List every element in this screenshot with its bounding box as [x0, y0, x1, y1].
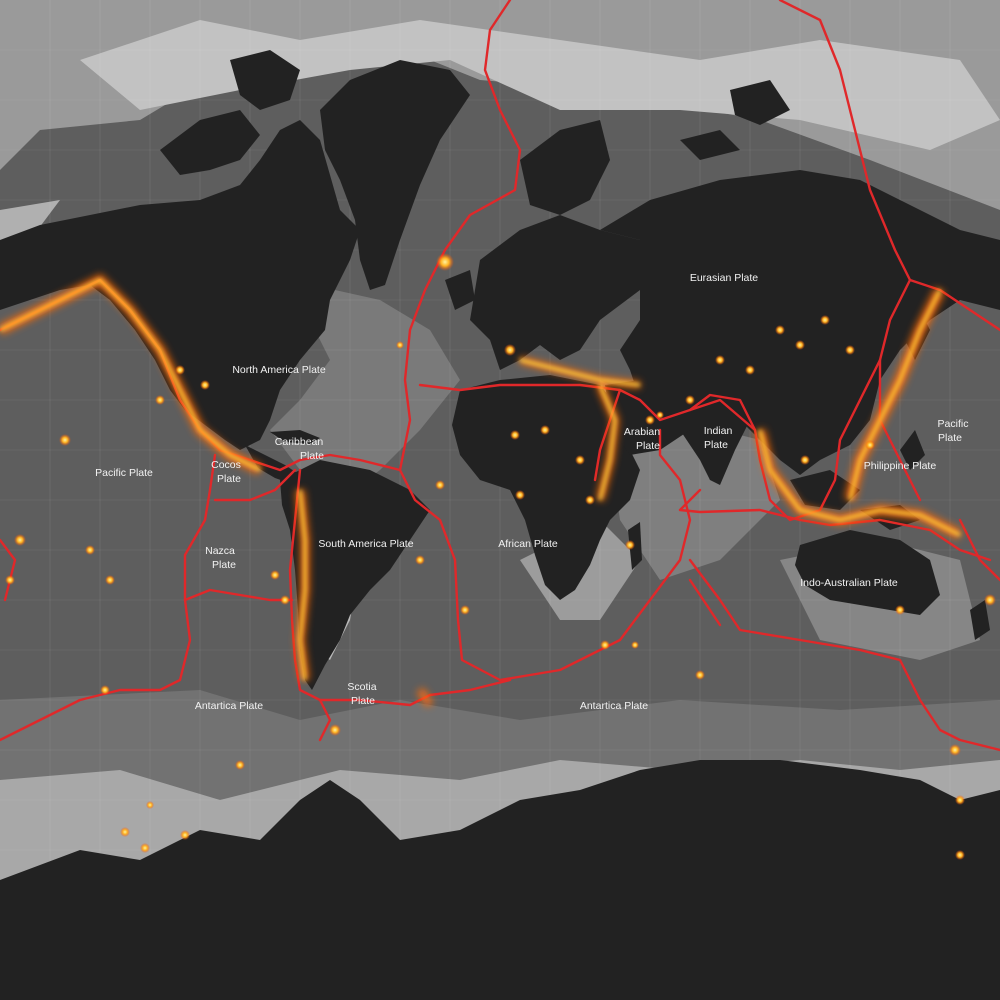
plate-labels: Eurasian Plate North America Plate Pacif… [95, 272, 968, 712]
label-cocos-plate: Cocos Plate [211, 459, 241, 485]
label-nazca-plate: Nazca Plate [205, 545, 236, 571]
antarctica-land [0, 760, 1000, 1000]
australia-land [795, 530, 940, 615]
north-america-land [0, 120, 360, 450]
label-antarctica-plate-east: Antartica Plate [580, 700, 648, 712]
greenland-land [320, 60, 470, 290]
label-antarctica-plate-west: Antartica Plate [195, 700, 263, 712]
label-caribbean-plate: Caribbean Plate [275, 436, 324, 462]
label-north-america-plate: North America Plate [232, 364, 326, 376]
label-indian-plate: Indian Plate [704, 425, 733, 451]
india-land [690, 400, 750, 485]
plate-boundaries [0, 0, 1000, 752]
label-pacific-plate-east: Pacific Plate [938, 418, 969, 444]
label-pacific-east-line2: Plate [938, 432, 962, 444]
label-philippine-plate: Philippine Plate [864, 460, 937, 472]
label-african-plate: African Plate [498, 538, 558, 550]
label-arabian-plate: Arabian Plate [624, 426, 660, 452]
label-pacific-plate-west: Pacific Plate [95, 467, 153, 479]
label-scotia-plate: Scotia Plate [347, 681, 376, 707]
label-south-america-plate: South America Plate [318, 538, 413, 550]
earthquake-activity [0, 253, 996, 860]
label-pacific-east-line1: Pacific [938, 418, 969, 430]
label-eurasian-plate: Eurasian Plate [690, 272, 758, 284]
europe-land [470, 215, 640, 370]
south-america-land [280, 460, 430, 690]
label-indo-australian-plate: Indo-Australian Plate [800, 577, 898, 589]
africa-land [452, 375, 640, 600]
